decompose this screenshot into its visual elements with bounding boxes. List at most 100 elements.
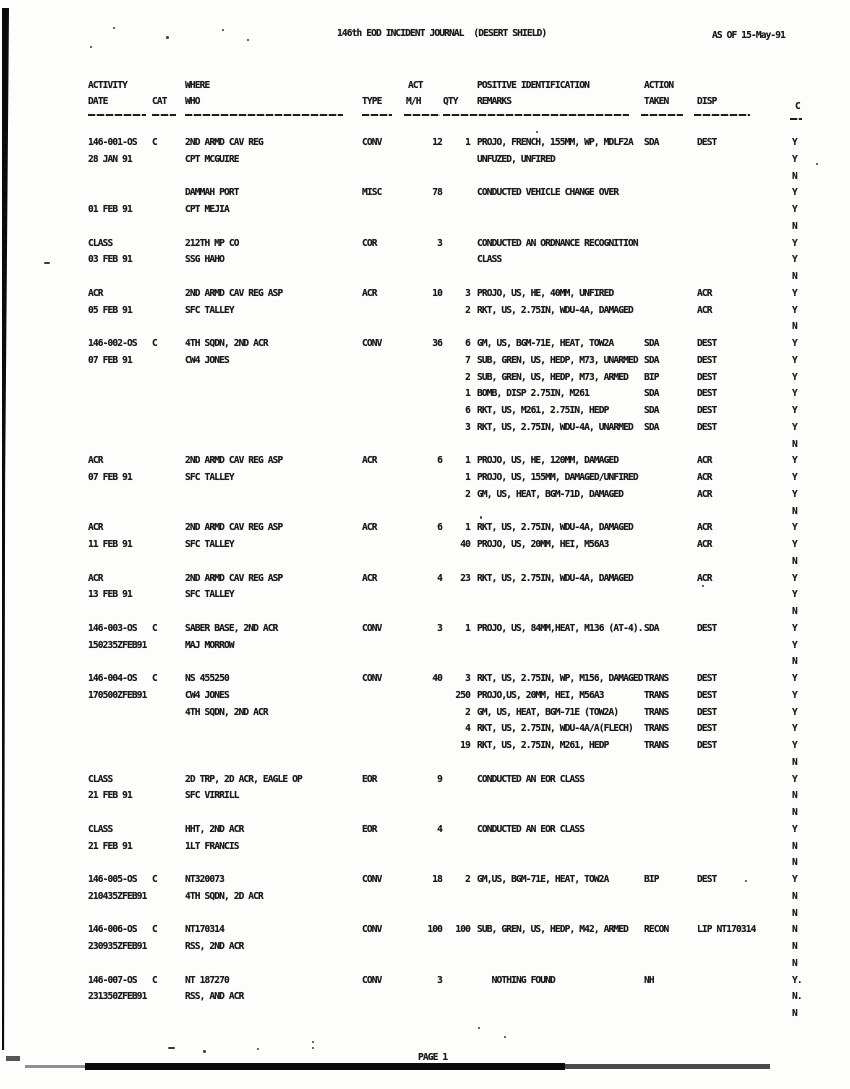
- cell-c: N: [792, 220, 798, 232]
- cell-qty: 100: [455, 924, 470, 936]
- cell-action: TRANS: [644, 689, 669, 701]
- journal-line: 146-003-OS C SABER BASE, 2ND ACR CONV 3 1 PROJ…: [0, 623, 850, 639]
- cell-id: CLASS: [88, 773, 113, 785]
- scan-noise-dash: [44, 262, 50, 264]
- cell-c: Y: [792, 137, 798, 148]
- cell-mh: 40: [432, 673, 443, 684]
- cell-action: SDA: [644, 137, 659, 148]
- cell-where: SFC TALLEY: [185, 304, 235, 316]
- cell-action: SDA: [644, 405, 659, 416]
- cell-c: N: [792, 807, 798, 818]
- cell-where: CW4 JONES: [185, 689, 230, 701]
- header-disp: DISP: [697, 96, 717, 107]
- journal-line: N: [0, 506, 850, 522]
- cell-qty: 6: [465, 405, 471, 416]
- cell-remark: CONDUCTED AN ORDNANCE RECOGNITION: [477, 237, 639, 249]
- cell-action: SDA: [644, 338, 659, 349]
- cell-qty: 4: [465, 723, 471, 735]
- cell-disp: DEST: [697, 622, 717, 634]
- journal-line: 01 FEB 91 CPT MEJIA Y: [0, 204, 850, 220]
- journal-line: 21 FEB 91 1LT FRANCIS N: [0, 841, 850, 857]
- cell-mh: 78: [432, 187, 443, 199]
- cell-remark: PROJO,US, 20MM, HEI, M56A3: [477, 689, 604, 701]
- journal-line: 1 BOMB, DISP 2.75IN, M261 SDA DEST Y: [0, 388, 850, 404]
- journal-line: N: [0, 757, 850, 773]
- cell-mh: 12: [432, 137, 443, 148]
- cell-c: Y: [792, 673, 798, 684]
- cell-mh: 3: [437, 622, 443, 634]
- cell-c: Y: [792, 421, 798, 433]
- cell-c: Y: [792, 338, 798, 349]
- scan-noise-dot: [480, 516, 482, 519]
- journal-line: 146-002-OS C 4TH SQDN, 2ND ACR CONV 36 6 GM, U…: [0, 338, 850, 354]
- journal-line: 146-001-OS C 2ND ARMD CAV REG CONV 12 1 PROJO,…: [0, 137, 850, 153]
- column-underline: [152, 114, 176, 116]
- cell-c: Y: [792, 639, 798, 651]
- cell-c: Y: [792, 539, 798, 550]
- cell-where: CPT MEJIA: [185, 204, 230, 215]
- cell-c: N.: [792, 991, 803, 1003]
- journal-line: N: [0, 1008, 850, 1024]
- column-underline: [641, 114, 683, 116]
- cell-remark: CONDUCTED AN EOR CLASS: [477, 773, 585, 785]
- cell-mh: 18: [432, 874, 443, 885]
- scan-noise-dot: [257, 1048, 259, 1050]
- cell-mh: 6: [437, 455, 443, 467]
- header-remarks: REMARKS: [477, 96, 512, 107]
- header-mh: M/H: [406, 96, 421, 107]
- cell-remark: RKT, US, 2.75IN, WDU-4A, UNARMED: [477, 421, 634, 433]
- cell-c: Y: [792, 287, 798, 299]
- cell-c: N: [792, 271, 798, 282]
- cell-c: N: [792, 924, 798, 936]
- journal-line: 3 RKT, US, 2.75IN, WDU-4A, UNARMED SDA DEST…: [0, 422, 850, 438]
- cell-disp: ACR: [697, 455, 712, 467]
- journal-line: N: [0, 807, 850, 823]
- cell-mh: 36: [432, 338, 443, 349]
- cell-mh: 4: [437, 823, 443, 835]
- cell-c: Y: [792, 153, 798, 165]
- cell-remark: RKT, US, M261, 2.75IN, HEDP: [477, 405, 609, 416]
- cell-qty: 2: [465, 706, 471, 718]
- cell-disp: DEST: [697, 137, 717, 148]
- cell-id: 03 FEB 91: [88, 254, 133, 266]
- cell-c: Y: [792, 522, 798, 534]
- cell-where: 2ND ARMD CAV REG ASP: [185, 522, 283, 534]
- header-positive-identification: POSITIVE IDENTIFICATION: [477, 80, 590, 91]
- cell-where: NS 455250: [185, 673, 230, 684]
- scan-smudge: [6, 1056, 20, 1061]
- journal-line: N: [0, 857, 850, 873]
- cell-c: Y.: [792, 974, 803, 986]
- cell-cat: C: [152, 338, 158, 349]
- cell-c: Y: [792, 689, 798, 701]
- cell-cat: C: [152, 974, 158, 986]
- cell-where: 2ND ARMD CAV REG ASP: [185, 572, 283, 584]
- journal-line: 07 FEB 91 CW4 JONES 7 SUB, GREN, US, HEDP, …: [0, 355, 850, 371]
- cell-qty: 1: [465, 522, 471, 534]
- cell-type: CONV: [362, 974, 382, 986]
- cell-remark: SUB, GREN, US, HEDP, M42, ARMED: [477, 924, 629, 936]
- scan-noise-dot: [504, 1036, 506, 1038]
- cell-disp: ACR: [697, 287, 712, 299]
- cell-id: 210435ZFEB91: [88, 890, 147, 902]
- cell-qty: 40: [460, 539, 471, 550]
- cell-c: Y: [792, 237, 798, 249]
- cell-action: RECON: [644, 924, 669, 936]
- cell-id: 05 FEB 91: [88, 304, 133, 316]
- scan-noise-dot: [247, 39, 249, 41]
- cell-type: CONV: [362, 673, 382, 684]
- cell-where: SFC TALLEY: [185, 589, 235, 601]
- cell-remark: RKT, US, 2.75IN, M261, HEDP: [477, 740, 609, 751]
- cell-id: 21 FEB 91: [88, 790, 133, 802]
- journal-line: 146-007-OS C NT 187270 CONV 3 NOTHING FOUND N…: [0, 975, 850, 991]
- cell-c: Y: [792, 354, 798, 366]
- cell-c: N: [792, 857, 798, 869]
- cell-disp: DEST: [697, 388, 717, 400]
- scan-bottom-edge: [565, 1064, 770, 1069]
- cell-c: N: [792, 1008, 798, 1019]
- cell-cat: C: [152, 622, 158, 634]
- cell-c: N: [792, 756, 798, 768]
- column-underline: [694, 114, 750, 116]
- cell-remark: PROJO, US, 20MM, HEI, M56A3: [477, 539, 609, 550]
- cell-id: 11 FEB 91: [88, 539, 133, 550]
- cell-where: HHT, 2ND ACR: [185, 823, 244, 835]
